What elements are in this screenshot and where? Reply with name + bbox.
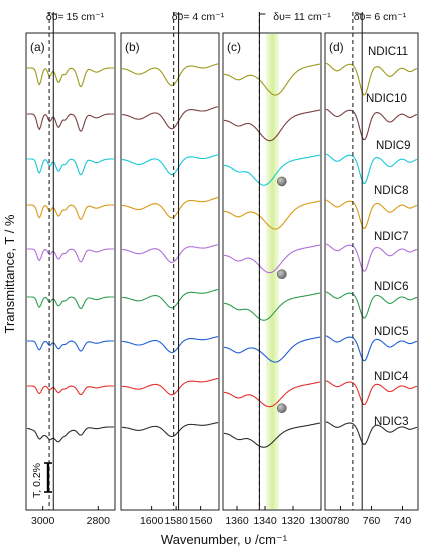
panel-label-d: (d): [329, 40, 344, 54]
tick-label-d-780: 780: [332, 515, 350, 527]
trace-ndic5-panel-c: [223, 336, 321, 363]
trace-ndic11-panel-b: [121, 63, 219, 87]
tick-label-c-1360: 1360: [225, 515, 249, 527]
y-axis-title: Transmittance, T / %: [2, 214, 17, 333]
scale-bar-label: T, 0.2%: [31, 463, 43, 498]
sample-label-ndic3: NDIC3: [374, 416, 409, 428]
trace-ndic3-panel-b: [121, 422, 219, 438]
trace-ndic4-panel-c: [223, 381, 321, 408]
trace-ndic3-panel-d: [325, 421, 418, 445]
sample-label-ndic7: NDIC7: [374, 231, 409, 243]
peak-marker-ndic9: [276, 176, 287, 187]
marks-layer: 3000 2800 1600 1580 1560 1360 1340 1320 1300 780 7…: [31, 12, 411, 527]
trace-ndic10-panel-a: [27, 113, 114, 132]
trace-ndic6-panel-d: [325, 291, 418, 319]
tick-label-b-1580: 1580: [164, 515, 188, 527]
tick-label-d-760: 760: [363, 515, 381, 527]
tick-label-b-1600: 1600: [140, 515, 164, 527]
trace-ndic9-panel-d: [325, 153, 418, 185]
trace-ndic7-panel-a: [27, 248, 114, 263]
panel-frame-b: [120, 32, 220, 511]
panel-label-a: (a): [30, 40, 45, 54]
panel-label-b: (b): [125, 40, 140, 54]
trace-ndic5-panel-d: [325, 335, 418, 362]
trace-ndic6-panel-b: [121, 288, 219, 309]
trace-ndic10-panel-c: [223, 109, 321, 142]
trace-ndic8-panel-a: [27, 204, 114, 220]
tick-label-c-1300: 1300: [309, 515, 333, 527]
trace-ndic10-panel-d: [325, 108, 418, 141]
peak-marker-ndic4: [276, 403, 287, 414]
trace-ndic4-panel-b: [122, 377, 219, 396]
trace-ndic8-panel-b: [121, 197, 219, 219]
trace-ndic5-panel-b: [121, 336, 219, 354]
sample-label-ndic11: NDIC11: [368, 46, 408, 58]
trace-ndic9-panel-a: [27, 158, 114, 176]
delta-label-c: δυ= 11 cm⁻¹: [273, 11, 331, 23]
trace-ndic7-panel-c: [223, 244, 321, 274]
trace-ndic4-panel-a: [27, 385, 114, 396]
trace-ndic6-panel-a: [27, 296, 114, 309]
sample-label-ndic10: NDIC10: [366, 93, 407, 105]
peak-marker-ndic7: [276, 269, 287, 279]
tick-label-c-1340: 1340: [253, 515, 277, 527]
trace-ndic3-panel-a: [26, 426, 114, 443]
trace-ndic11-panel-a: [27, 67, 114, 88]
sample-label-ndic5: NDIC5: [374, 326, 409, 338]
tick-label-b-1560: 1560: [189, 515, 213, 527]
trace-ndic6-panel-c: [223, 292, 321, 321]
tick-label-d-740: 740: [394, 515, 412, 527]
x-axis-title: Wavenumber, υ /cm⁻¹: [161, 532, 288, 547]
trace-ndic7-panel-d: [325, 243, 418, 272]
traces-layer: [26, 62, 418, 448]
panel-label-c: (c): [227, 40, 241, 54]
panel-frame-a: [25, 32, 116, 511]
sample-label-ndic4: NDIC4: [374, 371, 409, 383]
trace-ndic3-panel-c: [223, 422, 321, 448]
trace-ndic4-panel-d: [325, 380, 418, 406]
trace-ndic9-panel-c: [223, 154, 321, 186]
delta-label-a: δυ= 15 cm⁻¹: [46, 11, 105, 23]
trace-ndic7-panel-b: [121, 244, 219, 264]
sample-label-ndic6: NDIC6: [374, 281, 409, 293]
delta-label-b: δυ= 4 cm⁻¹: [172, 11, 225, 23]
trace-ndic11-panel-c: [223, 63, 321, 96]
panel-frame-c: [222, 32, 322, 511]
trace-ndic5-panel-a: [27, 340, 114, 352]
trace-ndic10-panel-b: [121, 106, 219, 130]
sample-label-ndic9: NDIC9: [376, 140, 411, 152]
sample-label-ndic8: NDIC8: [374, 185, 409, 197]
trace-ndic8-panel-d: [325, 199, 418, 229]
delta-label-d: δυ= 6 cm⁻¹: [354, 11, 407, 23]
trace-ndic11-panel-d: [325, 62, 418, 96]
trace-ndic8-panel-c: [223, 200, 321, 230]
trace-ndic9-panel-b: [121, 154, 219, 176]
tick-label-a-3000: 3000: [31, 515, 55, 527]
tick-label-c-1320: 1320: [281, 515, 305, 527]
tick-label-a-2800: 2800: [87, 515, 111, 527]
